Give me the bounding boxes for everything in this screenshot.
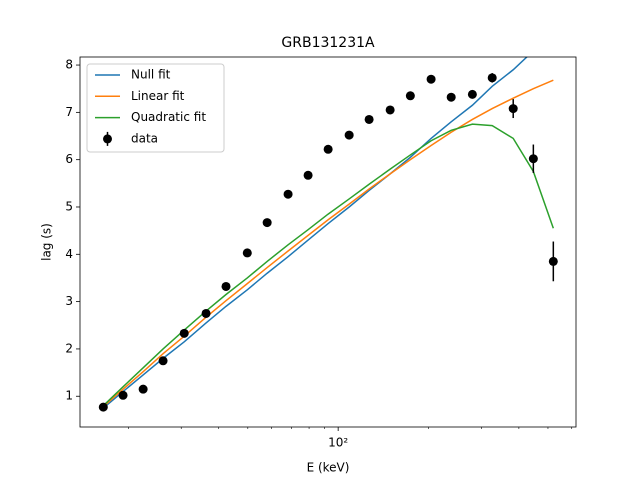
legend-swatch [103,134,112,144]
data-point [158,356,168,366]
data-point [201,308,211,318]
y-tick-label: 3 [65,294,73,308]
y-tick-label: 6 [65,152,73,166]
x-axis-label: E (keV) [307,461,350,475]
data-point [364,114,374,124]
y-tick-label: 5 [65,199,73,213]
data-point [118,390,128,400]
y-tick-label: 4 [65,247,73,261]
fit-line [102,123,555,407]
data-point [385,105,395,115]
data-point [426,74,436,84]
data-point [262,218,272,228]
y-axis-label: lag (s) [40,223,54,261]
legend-label: Linear fit [131,89,185,103]
y-tick-label: 8 [65,58,73,72]
data-point [303,170,313,180]
data-point [179,328,189,338]
y-tick-label: 1 [65,389,73,403]
legend-label: Null fit [131,68,171,82]
x-tick-label: 10² [328,436,348,450]
axes-frame [79,56,577,428]
fit-line [102,57,528,409]
data-point [548,256,558,266]
legend-label: Quadratic fit [131,110,206,124]
data-point [528,154,538,164]
y-tick-label: 2 [65,341,73,355]
data-point [242,248,252,258]
data-point [138,384,148,394]
data-point [508,104,518,114]
legend-box [86,63,225,153]
data-point [467,89,477,99]
y-tick-label: 7 [65,105,73,119]
data-point [405,91,415,101]
data-point [487,73,497,83]
data-point [323,144,333,154]
data-point [344,130,354,140]
fit-line [102,79,554,408]
data-point [221,281,231,291]
chart-title: GRB131231A [281,35,375,51]
data-point [98,402,108,412]
plot-area [98,57,558,412]
data-point [283,189,293,199]
data-point [446,92,456,102]
legend-label: data [131,131,158,145]
